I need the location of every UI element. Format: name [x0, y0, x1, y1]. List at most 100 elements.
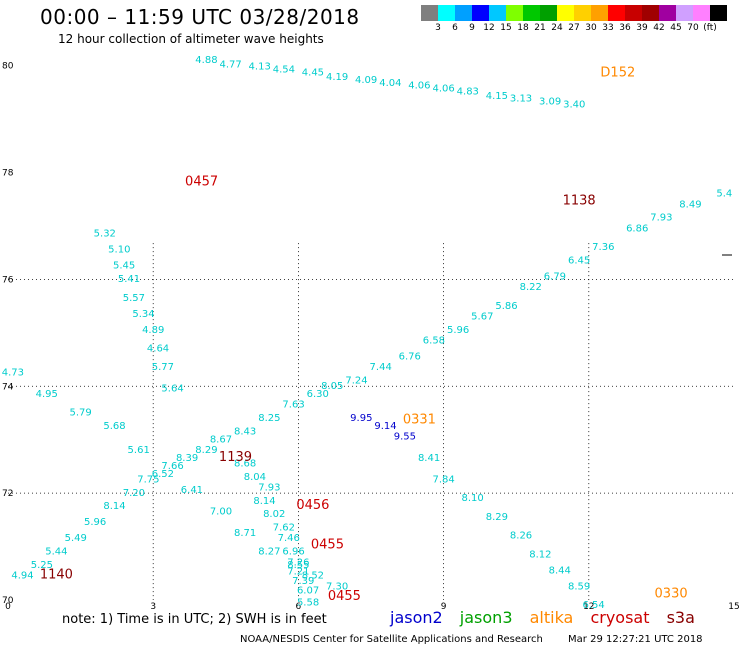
wave-height-label: 7.20: [123, 488, 145, 499]
wave-height-label: 6.07: [297, 586, 319, 597]
wave-height-label: 5.79: [69, 408, 91, 419]
pass-time-label: D152: [600, 65, 635, 80]
wave-height-label: 4.45: [302, 67, 324, 78]
wave-height-label: 8.05: [321, 381, 343, 392]
wave-height-label: 8.41: [418, 453, 440, 464]
wave-height-label: 4.09: [355, 75, 377, 86]
wave-height-label: 4.77: [220, 59, 242, 70]
wave-height-label: 8.68: [234, 458, 256, 469]
wave-height-label: 6.76: [399, 352, 421, 363]
wave-height-label: 7.93: [650, 213, 672, 224]
wave-height-label: 4.89: [142, 325, 164, 336]
wave-height-label: 5.10: [108, 245, 130, 256]
wave-height-label: 7.93: [258, 482, 280, 493]
wave-height-label: 5.61: [128, 445, 150, 456]
color-swatch: [455, 5, 472, 21]
legend-jason3: jason3: [459, 608, 513, 627]
wave-height-label: 8.25: [258, 413, 280, 424]
lon-tick-label: 6: [296, 602, 302, 610]
lon-tick-label: 0: [5, 602, 11, 610]
wave-height-label: 5.58: [297, 597, 319, 608]
wave-height-label: 8.14: [253, 496, 275, 507]
wave-height-label: 8.67: [210, 434, 232, 445]
map-subtitle: 12 hour collection of altimeter wave hei…: [58, 32, 324, 46]
color-scale-label: 21: [534, 23, 546, 33]
wave-height-label: 8.02: [263, 509, 285, 520]
color-scale-labels: 3 6 9 12 15 18 21 24 27 30 33 36 39 42 45 70 (ft): [421, 21, 727, 35]
wave-height-label: 5.67: [471, 311, 493, 322]
pass-time-label: 0331: [403, 413, 436, 428]
color-swatch: [421, 5, 438, 21]
color-swatch: [472, 5, 489, 21]
color-swatch: [489, 5, 506, 21]
lat-tick-label: 76: [2, 275, 14, 285]
wave-height-label: 4.73: [2, 368, 24, 379]
wave-height-label: 8.26: [510, 531, 532, 542]
pass-time-label: 0456: [296, 498, 329, 513]
wave-height-label: 5.32: [94, 229, 116, 240]
color-swatch: [642, 5, 659, 21]
wave-height-label: 7.46: [278, 533, 300, 544]
wave-height-label: 4.15: [486, 91, 508, 102]
lon-tick-label: 15: [728, 602, 739, 610]
wave-height-label: 4.06: [408, 81, 430, 92]
wave-height-label: 4.64: [147, 344, 169, 355]
footer: NOAA/NESDIS Center for Satellite Applica…: [240, 634, 703, 645]
wave-height-label: 8.22: [520, 282, 542, 293]
wave-height-label: 5.44: [45, 547, 67, 558]
pass-time-label: 0455: [311, 538, 344, 553]
color-swatch: [540, 5, 557, 21]
lat-tick-label: 72: [2, 489, 13, 499]
color-scale-label: (ft): [703, 23, 717, 33]
wave-height-label: 5.25: [31, 560, 53, 571]
lon-tick-label: 3: [150, 602, 156, 610]
color-scale-label: 36: [619, 23, 631, 33]
wave-height-label: 3.40: [563, 99, 585, 110]
legend-altika: altika: [529, 608, 574, 627]
wave-height-label: 5.96: [84, 517, 106, 528]
pass-time-label: 0457: [185, 174, 218, 189]
wave-height-label: 4.83: [457, 87, 479, 98]
color-swatch: [591, 5, 608, 21]
legend-s3a: s3a: [666, 608, 695, 627]
wave-height-label: 4.54: [273, 65, 295, 76]
color-swatch: [574, 5, 591, 21]
color-scale-label: 18: [517, 23, 529, 33]
color-swatch: [710, 5, 727, 21]
color-scale-label: 15: [500, 23, 512, 33]
color-swatch: [506, 5, 523, 21]
wave-height-label: 8.29: [486, 512, 508, 523]
color-swatch: [608, 5, 625, 21]
wave-height-label: 9.95: [350, 413, 372, 424]
wave-height-label: 6.30: [307, 389, 329, 400]
satellite-legend: jason2 jason3 altika cryosat s3a: [390, 608, 707, 627]
color-swatch: [676, 5, 693, 21]
wave-height-label: 7.24: [345, 376, 367, 387]
wave-height-label: 7.00: [210, 507, 232, 518]
color-scale-label: 30: [585, 23, 597, 33]
color-scale-swatches: [421, 5, 727, 21]
wave-height-label: 8.49: [679, 199, 701, 210]
wave-height-label: 8.27: [258, 547, 280, 558]
wave-height-label: 6.52: [152, 469, 174, 480]
wave-height-label: 8.12: [529, 549, 551, 560]
wave-height-label: 5.96: [447, 325, 469, 336]
wave-height-label: 5.4: [716, 189, 732, 200]
legend-cryosat: cryosat: [590, 608, 650, 627]
pass-time-label: 0455: [328, 589, 361, 604]
wave-height-label: 7.26: [287, 557, 309, 568]
wave-height-label: 5.86: [495, 301, 517, 312]
wave-height-label: 8.10: [462, 493, 484, 504]
wave-height-label: 7.63: [282, 400, 304, 411]
color-scale-label: 12: [483, 23, 495, 33]
wave-height-label: 9.14: [374, 421, 396, 432]
lon-tick-label: 9: [441, 602, 447, 610]
color-swatch: [557, 5, 574, 21]
color-scale-label: 27: [568, 23, 580, 33]
wave-height-label: 8.29: [195, 445, 217, 456]
color-scale-legend: 3 6 9 12 15 18 21 24 27 30 33 36 39 42 45 70 (ft): [421, 5, 727, 37]
legend-jason2: jason2: [390, 608, 443, 627]
wave-height-label: 7.66: [161, 461, 183, 472]
wave-height-label: 3.13: [510, 93, 532, 104]
wave-height-label: 6.86: [626, 223, 648, 234]
